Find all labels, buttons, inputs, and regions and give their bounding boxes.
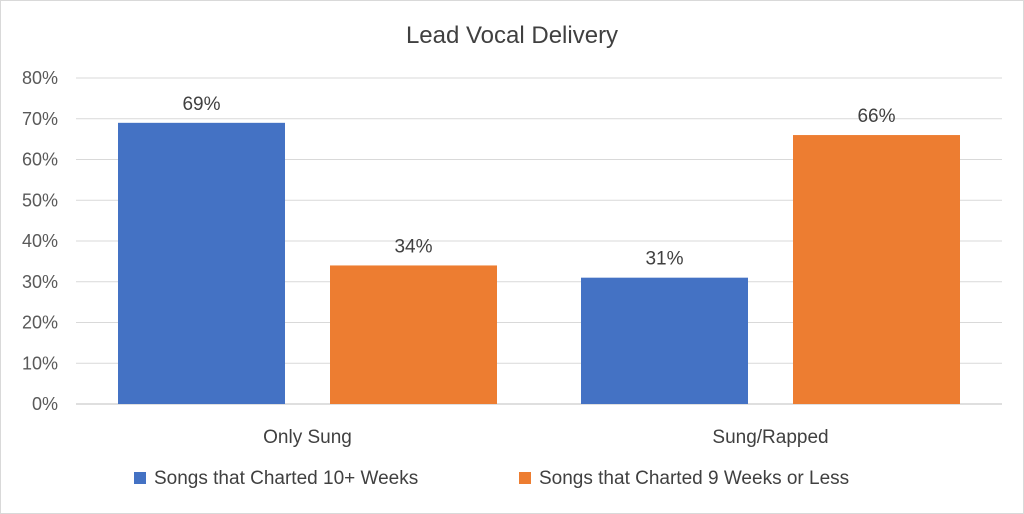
- legend-swatch: [519, 472, 531, 484]
- y-tick-label: 60%: [22, 150, 58, 170]
- y-tick-label: 70%: [22, 109, 58, 129]
- data-labels: 69% 34% 31% 66%: [182, 94, 895, 270]
- category-label: Sung/Rapped: [712, 427, 828, 448]
- legend: Songs that Charted 10+ Weeks Songs that C…: [134, 468, 849, 489]
- data-label: 31%: [645, 249, 683, 270]
- y-axis-ticks: 0% 10% 20% 30% 40% 50% 60% 70% 80%: [22, 68, 58, 414]
- y-tick-label: 20%: [22, 313, 58, 333]
- data-label: 66%: [857, 106, 895, 127]
- y-tick-label: 50%: [22, 190, 58, 210]
- bars: [118, 122, 960, 405]
- bar: [793, 135, 960, 405]
- category-label: Only Sung: [263, 427, 352, 448]
- y-tick-label: 80%: [22, 68, 58, 88]
- y-tick-label: 10%: [22, 353, 58, 373]
- legend-label: Songs that Charted 10+ Weeks: [154, 468, 418, 489]
- bar: [118, 122, 285, 404]
- chart-title: Lead Vocal Delivery: [406, 22, 618, 49]
- data-label: 69%: [182, 94, 220, 115]
- bar: [581, 277, 748, 404]
- legend-swatch: [134, 472, 146, 484]
- bar: [330, 265, 497, 404]
- y-tick-label: 30%: [22, 272, 58, 292]
- data-label: 34%: [394, 236, 432, 257]
- y-tick-label: 0%: [32, 394, 58, 414]
- x-axis-categories: Only Sung Sung/Rapped: [263, 427, 828, 448]
- y-tick-label: 40%: [22, 231, 58, 251]
- legend-label: Songs that Charted 9 Weeks or Less: [539, 468, 849, 489]
